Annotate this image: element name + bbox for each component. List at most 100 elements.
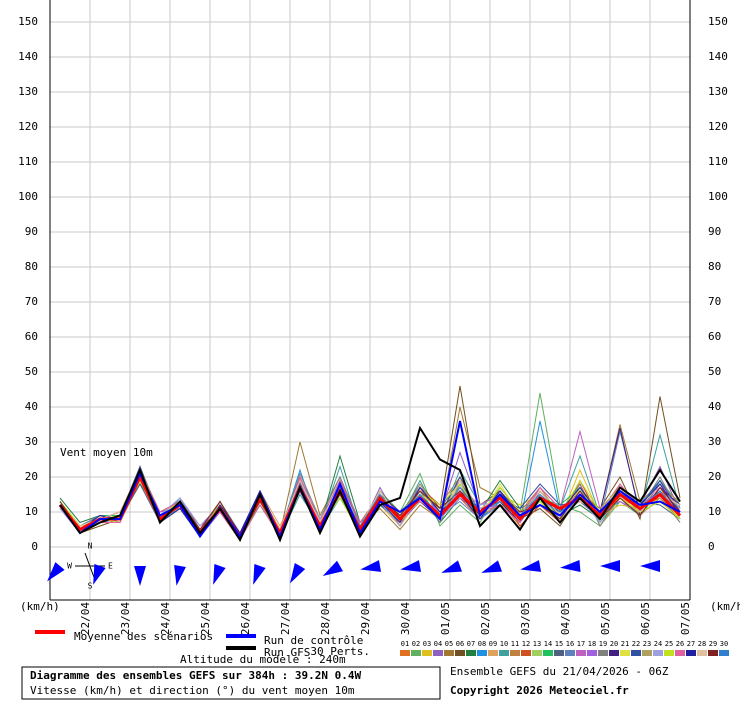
y-tick-label-right: 30 <box>708 435 721 448</box>
legend-member-swatch <box>620 650 630 656</box>
x-tick-label: 01/05 <box>439 602 452 635</box>
legend-label: Run de contrôle <box>264 634 363 647</box>
legend-member-label: 07 <box>467 640 475 648</box>
x-tick-label: 22/04 <box>79 602 92 635</box>
series-line <box>59 425 681 543</box>
y-tick-label: 50 <box>25 365 38 378</box>
series-line <box>59 420 681 539</box>
legend-member-label: 10 <box>500 640 508 648</box>
x-tick-label: 26/04 <box>239 602 252 635</box>
legend-member-swatch <box>642 650 652 656</box>
altitude: Altitude du modele : 240m <box>180 653 346 666</box>
y-tick-label-right: 90 <box>708 225 721 238</box>
legend-member-swatch <box>499 650 509 656</box>
wind-direction <box>441 560 463 573</box>
legend-label: Moyenne des scénarios <box>74 630 213 643</box>
wind-direction <box>322 560 343 576</box>
legend-member-label: 18 <box>588 640 596 648</box>
y-tick-label: 40 <box>25 400 38 413</box>
y-tick-label: 20 <box>25 470 38 483</box>
y-tick-label-right: 40 <box>708 400 721 413</box>
legend-member-label: 05 <box>445 640 453 648</box>
y-tick-label: 130 <box>18 85 38 98</box>
y-tick-label-right: 80 <box>708 260 721 273</box>
wind-direction <box>600 560 620 572</box>
legend-member-swatch <box>565 650 575 656</box>
legend-member-label: 15 <box>555 640 563 648</box>
wind-direction <box>481 560 503 573</box>
legend-member-swatch <box>510 650 520 656</box>
y-tick-label: 70 <box>25 295 38 308</box>
x-tick-label: 24/04 <box>159 602 172 635</box>
legend-member-swatch <box>708 650 718 656</box>
copyright: Copyright 2026 Meteociel.fr <box>450 684 629 697</box>
y-tick-label: 140 <box>18 50 38 63</box>
y-unit-right: (km/h) <box>710 600 740 613</box>
x-tick-label: 05/05 <box>599 602 612 635</box>
legend-member-swatch <box>433 650 443 656</box>
y-tick-label: 10 <box>25 505 38 518</box>
legend-member-label: 13 <box>533 640 541 648</box>
wind-direction <box>93 563 106 585</box>
compass-e: E <box>108 562 113 571</box>
y-tick-label: 60 <box>25 330 38 343</box>
wind-direction <box>174 564 186 586</box>
y-tick-label-right: 150 <box>708 15 728 28</box>
legend-member-label: 06 <box>456 640 464 648</box>
y-tick-label: 30 <box>25 435 38 448</box>
legend-member-label: 23 <box>643 640 651 648</box>
footer-subtitle: Vitesse (km/h) et direction (°) du vent … <box>30 684 355 697</box>
compass-s: S <box>88 582 93 591</box>
wind-direction <box>560 560 581 572</box>
compass-n: N <box>88 542 93 551</box>
y-tick-label: 150 <box>18 15 38 28</box>
y-tick-label: 90 <box>25 225 38 238</box>
annotation: Vent moyen 10m <box>60 446 153 459</box>
x-tick-label: 04/05 <box>559 602 572 635</box>
legend-member-swatch <box>532 650 542 656</box>
legend-member-swatch <box>587 650 597 656</box>
y-tick-label-right: 100 <box>708 190 728 203</box>
legend-member-label: 27 <box>687 640 695 648</box>
legend-member-label: 08 <box>478 640 486 648</box>
y-tick-label: 0 <box>31 540 38 553</box>
wind-direction <box>134 566 146 586</box>
legend-member-swatch <box>411 650 421 656</box>
legend-member-label: 28 <box>698 640 706 648</box>
legend-member-label: 29 <box>709 640 717 648</box>
y-tick-label-right: 50 <box>708 365 721 378</box>
x-tick-label: 02/05 <box>479 602 492 635</box>
footer-box <box>21 666 441 700</box>
x-tick-label: 07/05 <box>679 602 692 635</box>
wind-direction <box>213 563 226 585</box>
y-tick-label-right: 130 <box>708 85 728 98</box>
run-info: Ensemble GEFS du 21/04/2026 - 06Z <box>450 665 669 678</box>
y-tick-label: 80 <box>25 260 38 273</box>
series-line <box>58 473 682 540</box>
legend-member-label: 14 <box>544 640 552 648</box>
legend-member-swatch <box>719 650 729 656</box>
wind-direction <box>253 563 266 585</box>
y-tick-label: 110 <box>18 155 38 168</box>
footer-title: Diagramme des ensembles GEFS sur 384h : … <box>30 669 362 682</box>
wind-direction <box>290 563 306 584</box>
legend-member-label: 01 <box>401 640 409 648</box>
legend-member-swatch <box>554 650 564 656</box>
y-tick-label-right: 60 <box>708 330 721 343</box>
legend-member-swatch <box>631 650 641 656</box>
legend-member-swatch <box>455 650 465 656</box>
legend-member-swatch <box>543 650 553 656</box>
legend-label: Run GFS <box>264 646 310 659</box>
wind-direction <box>400 560 422 572</box>
legend-member-label: 24 <box>654 640 662 648</box>
legend-member-label: 02 <box>412 640 420 648</box>
wind-direction <box>520 560 542 572</box>
wind-direction <box>360 560 382 572</box>
x-tick-label: 03/05 <box>519 602 532 635</box>
legend-member-swatch <box>664 650 674 656</box>
legend-member-swatch <box>686 650 696 656</box>
legend-member-label: 09 <box>489 640 497 648</box>
legend-member-swatch <box>488 650 498 656</box>
